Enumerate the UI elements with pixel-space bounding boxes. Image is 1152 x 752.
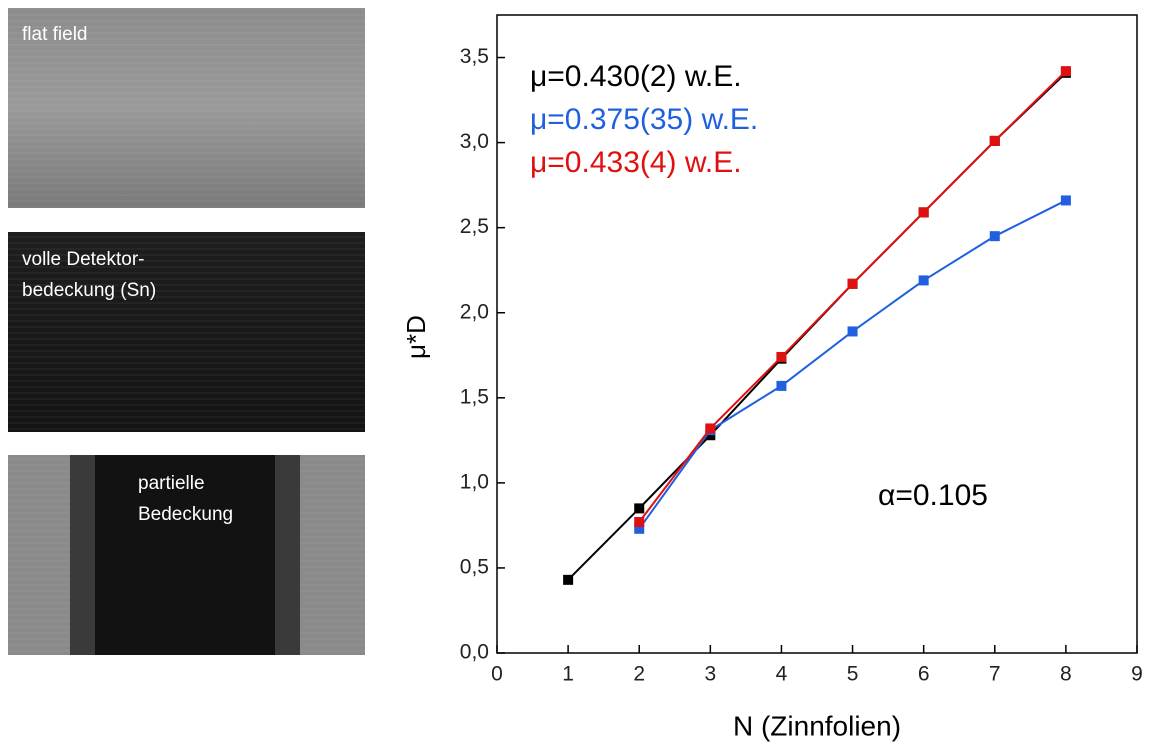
x-tick-label: 6	[918, 663, 930, 686]
y-tick-label: 3,5	[460, 45, 489, 68]
legend-entry: μ=0.430(2) w.E.	[530, 60, 742, 93]
y-tick-label: 3,0	[460, 130, 489, 153]
y-tick-label: 0,0	[460, 641, 489, 664]
marker	[1060, 195, 1071, 206]
panel-label: bedeckung (Sn)	[22, 280, 156, 301]
marker	[705, 423, 716, 434]
marker	[776, 380, 787, 391]
marker	[918, 275, 929, 286]
series-line	[638, 70, 1067, 523]
panel-label: flat field	[22, 24, 87, 45]
image-panels: flat field volle Detektor- bedeckung (Sn…	[8, 8, 365, 655]
marker	[563, 574, 574, 585]
chart: N (Zinnfolien) μ*D 0 1 2 3 4 5 6 7 8 9 0,0 0,5 1,0 1,…	[401, 14, 1143, 741]
plot-frame	[496, 14, 1138, 654]
x-tick-label: 4	[776, 663, 788, 686]
marker	[634, 503, 645, 514]
x-axis-label: N (Zinnfolien)	[733, 710, 901, 741]
y-tick-label: 1,5	[460, 385, 489, 408]
cover-core	[95, 455, 275, 655]
x-tick-label: 5	[847, 663, 859, 686]
marker	[847, 326, 858, 337]
legend-entry: μ=0.375(35) w.E.	[530, 103, 758, 136]
marker	[776, 351, 787, 362]
x-tick-label: 8	[1060, 663, 1072, 686]
panel-label: partielle	[138, 473, 205, 494]
marker	[989, 231, 1000, 242]
series-line	[638, 199, 1067, 530]
y-tick-label: 1,0	[460, 470, 489, 493]
marker	[634, 523, 645, 534]
x-tick-label: 7	[989, 663, 1001, 686]
texture	[8, 232, 365, 432]
marker	[634, 516, 645, 527]
legend-entry: μ=0.433(4) w.E.	[530, 146, 742, 179]
x-tick-label: 1	[562, 663, 574, 686]
y-tick-label: 2,5	[460, 215, 489, 238]
x-tick-label: 2	[633, 663, 645, 686]
x-tick-label: 0	[491, 663, 503, 686]
texture	[8, 8, 365, 208]
marker	[1060, 66, 1071, 77]
marker	[989, 135, 1000, 146]
panel-label: Bedeckung	[138, 504, 233, 525]
marker	[705, 430, 716, 441]
x-tick-label: 9	[1131, 663, 1143, 686]
panel-label: volle Detektor-	[22, 249, 145, 270]
annotation: α=0.105	[878, 479, 988, 512]
y-tick-label: 2,0	[460, 300, 489, 323]
x-tick-label: 3	[704, 663, 716, 686]
y-tick-label: 0,5	[460, 555, 489, 578]
marker	[918, 207, 929, 218]
y-axis-label: μ*D	[401, 315, 431, 359]
marker	[847, 278, 858, 289]
